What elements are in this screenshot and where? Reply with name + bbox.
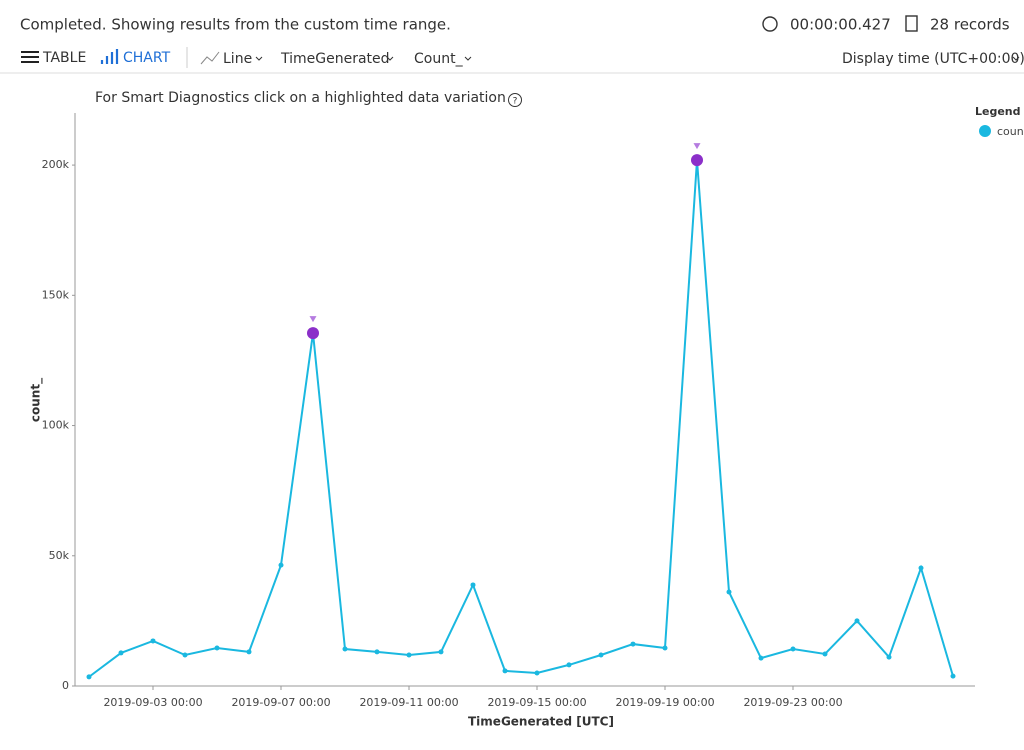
anomaly-point[interactable] [307,327,319,340]
help-icon[interactable] [508,93,522,107]
y-tick-label: 0 [62,679,69,692]
anomaly-point[interactable] [691,154,703,167]
data-point [598,652,604,658]
x-tick-label: 2019-09-23 00:00 [743,696,842,709]
y-tick-label: 50k [49,549,70,562]
y-tick-label: 150k [42,288,70,301]
anomaly-arrow[interactable] [309,316,317,323]
legend-swatch [979,125,991,137]
data-point [726,589,732,595]
data-point [342,646,348,652]
legend-title: Legend [975,105,1021,118]
data-point [662,645,668,651]
data-point [438,649,444,655]
x-tick-label: 2019-09-11 00:00 [359,696,458,709]
chart-button[interactable]: CHART [100,49,171,66]
data-point [630,641,636,647]
data-point [278,562,284,568]
series-line [88,160,954,678]
data-point [150,638,156,644]
data-point [214,645,220,651]
line-icon [200,51,220,65]
y-tick-label: 200k [42,158,70,171]
chart-type[interactable]: Line [223,51,252,67]
data-point [406,652,412,658]
data-point [182,652,188,658]
data-point [566,662,572,668]
data-point [950,673,956,679]
status: Completed. Showing results from the cust… [20,16,451,34]
data-point [246,649,252,655]
table-icon [21,51,39,63]
chevron [1012,56,1020,61]
chart-icon [100,49,119,64]
smart-diagnostics: For Smart Diagnostics click on a highlig… [95,90,506,106]
display-time[interactable]: Display time (UTC+00:00) [842,51,1024,67]
x-tick-label: 2019-09-07 00:00 [231,696,330,709]
timer-icon [762,16,778,32]
data-point [918,565,924,571]
anomaly-arrow[interactable] [693,143,701,150]
data-point [822,651,828,657]
chevron [386,56,394,61]
chart-label[interactable]: CHART [123,50,171,66]
records: 28 records [930,16,1010,34]
chevron [255,56,263,61]
help-text[interactable]: ? [513,97,518,107]
table-label[interactable]: TABLE [42,50,86,66]
x-column[interactable]: TimeGenerated [280,51,390,67]
y-tick-label: 100k [42,419,70,432]
data-point [470,582,476,588]
x-tick-label: 2019-09-15 00:00 [487,696,586,709]
y-axis-label: count_ [29,378,44,422]
data-point [758,655,764,661]
duration: 00:00:00.427 [790,16,891,34]
x-tick-label: 2019-09-03 00:00 [103,696,202,709]
data-point [86,674,92,680]
y-column[interactable]: Count_ [414,51,464,67]
data-point [886,654,892,660]
x-axis-label: TimeGenerated [UTC] [468,715,614,729]
data-point [502,668,508,674]
data-point [374,649,380,655]
table-button[interactable]: TABLE [21,50,86,66]
data-point [534,670,540,676]
data-point [790,646,796,652]
records-icon [905,15,918,32]
data-point [854,618,860,624]
data-point [118,650,124,656]
chevron [464,56,472,61]
x-tick-label: 2019-09-19 00:00 [615,696,714,709]
legend-label: count_ [997,125,1024,138]
